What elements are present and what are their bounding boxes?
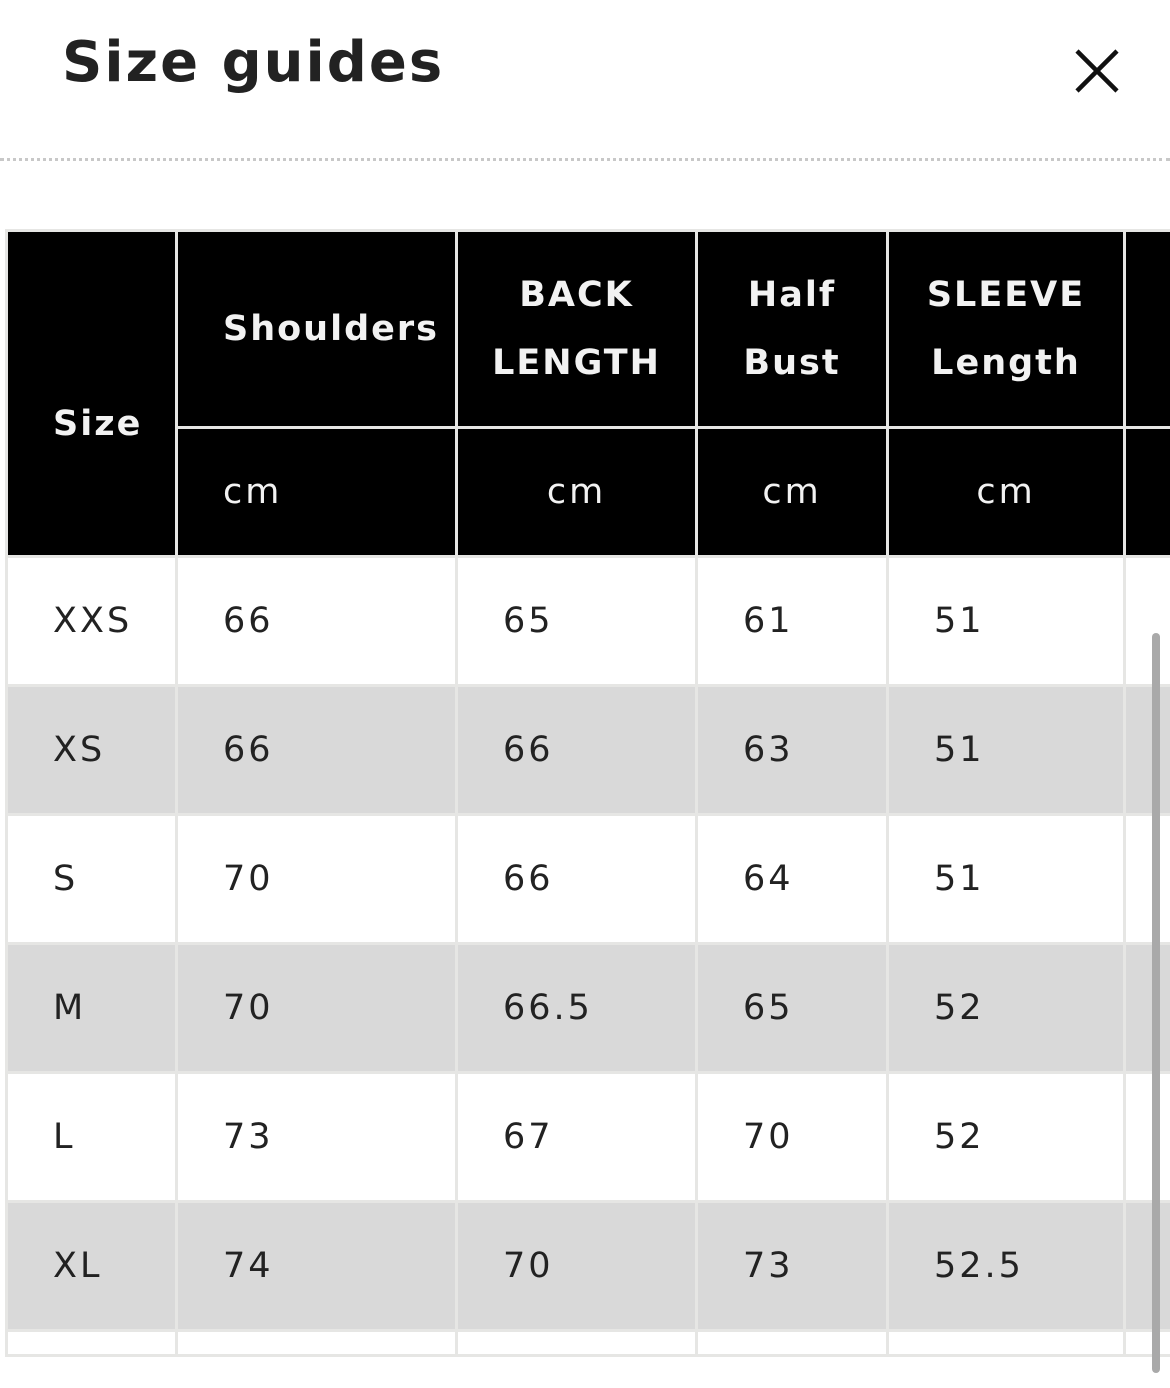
size-table: Size Shoulders BACK LENGTH Half Bust SLEEV… xyxy=(5,229,1170,1357)
size-cell: M xyxy=(5,942,178,1074)
header-shoulders: Shoulders xyxy=(175,229,458,429)
value-cell: 70 xyxy=(175,813,458,945)
value-cell: 73 xyxy=(695,1200,889,1332)
value-cell: 65 xyxy=(455,555,698,687)
empty-cell xyxy=(1123,1329,1170,1357)
value-cell: 61 xyxy=(695,555,889,687)
header-line: Length xyxy=(931,343,1081,383)
empty-cell xyxy=(5,1329,178,1357)
header-line: Half xyxy=(747,275,837,315)
value-cell: 66 xyxy=(455,813,698,945)
table-row: XS 66 66 63 51 xyxy=(5,684,1170,816)
header-half-bust: Half Bust xyxy=(695,229,889,429)
table-row: M 70 66.5 65 52 xyxy=(5,942,1170,1074)
value-cell: 51 xyxy=(886,684,1126,816)
value-cell: 70 xyxy=(455,1200,698,1332)
empty-cell xyxy=(175,1329,458,1357)
value-cell: 51 xyxy=(886,813,1126,945)
header-line: LENGTH xyxy=(492,343,661,383)
value-cell: 65 xyxy=(695,942,889,1074)
header-line: Bust xyxy=(743,343,841,383)
scrollbar[interactable] xyxy=(1152,633,1160,1373)
unit-cut-off xyxy=(1123,426,1170,558)
table-row: L 73 67 70 52 xyxy=(5,1071,1170,1203)
value-cell: 66 xyxy=(455,684,698,816)
size-cell: XXS xyxy=(5,555,178,687)
cut-off-cell xyxy=(1123,555,1170,687)
header-sleeve-length: SLEEVE Length xyxy=(886,229,1126,429)
empty-cell xyxy=(695,1329,889,1357)
value-cell: 66 xyxy=(175,684,458,816)
modal-title: Size guides xyxy=(62,30,445,95)
size-table-container[interactable]: Size Shoulders BACK LENGTH Half Bust SLEEV… xyxy=(5,0,1170,1357)
value-cell: 74 xyxy=(175,1200,458,1332)
value-cell: 52.5 xyxy=(886,1200,1126,1332)
divider xyxy=(0,158,1170,161)
close-icon xyxy=(1075,49,1119,93)
header-cut-off xyxy=(1123,229,1170,429)
empty-cell xyxy=(455,1329,698,1357)
size-cell: XL xyxy=(5,1200,178,1332)
cut-off-cell xyxy=(1123,1200,1170,1332)
cut-off-cell xyxy=(1123,684,1170,816)
value-cell: 67 xyxy=(455,1071,698,1203)
value-cell: 66 xyxy=(175,555,458,687)
value-cell: 64 xyxy=(695,813,889,945)
value-cell: 70 xyxy=(695,1071,889,1203)
value-cell: 52 xyxy=(886,942,1126,1074)
table-row: XL 74 70 73 52.5 xyxy=(5,1200,1170,1332)
cut-off-cell xyxy=(1123,813,1170,945)
unit-back-length: cm xyxy=(455,426,698,558)
value-cell: 66.5 xyxy=(455,942,698,1074)
header-line: SLEEVE xyxy=(926,275,1086,315)
unit-sleeve-length: cm xyxy=(886,426,1126,558)
value-cell: 51 xyxy=(886,555,1126,687)
unit-half-bust: cm xyxy=(695,426,889,558)
empty-cell xyxy=(886,1329,1126,1357)
cut-off-cell xyxy=(1123,1071,1170,1203)
table-row: XXS 66 65 61 51 xyxy=(5,555,1170,687)
size-cell: S xyxy=(5,813,178,945)
unit-shoulders: cm xyxy=(175,426,458,558)
close-button[interactable] xyxy=(1070,44,1124,98)
value-cell: 63 xyxy=(695,684,889,816)
header-back-length: BACK LENGTH xyxy=(455,229,698,429)
size-cell: L xyxy=(5,1071,178,1203)
value-cell: 73 xyxy=(175,1071,458,1203)
value-cell: 52 xyxy=(886,1071,1126,1203)
size-cell: XS xyxy=(5,684,178,816)
table-row-partial xyxy=(5,1329,1170,1357)
table-row: S 70 66 64 51 xyxy=(5,813,1170,945)
value-cell: 70 xyxy=(175,942,458,1074)
header-size: Size xyxy=(5,229,178,558)
cut-off-cell xyxy=(1123,942,1170,1074)
header-line: BACK xyxy=(519,275,634,315)
